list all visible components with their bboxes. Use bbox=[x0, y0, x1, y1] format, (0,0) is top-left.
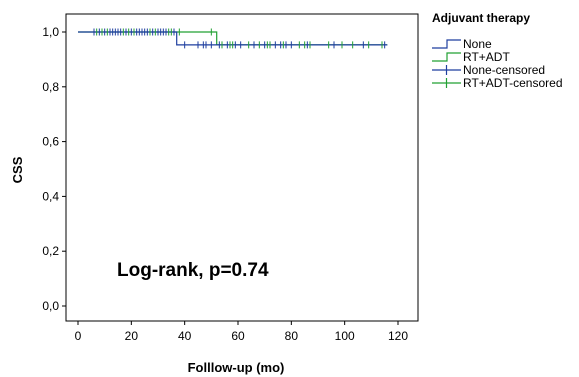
x-tick-label: 0 bbox=[75, 329, 82, 343]
y-tick-label: 0,2 bbox=[42, 244, 59, 258]
legend-label: RT+ADT-censored bbox=[463, 76, 563, 90]
legend-title: Adjuvant therapy bbox=[432, 11, 530, 25]
x-axis-title: Folllow-up (mo) bbox=[188, 360, 285, 375]
legend-entry-rt-adt: RT+ADT bbox=[432, 50, 510, 64]
y-tick-label: 0,8 bbox=[42, 80, 59, 94]
x-tick-label: 100 bbox=[335, 329, 355, 343]
x-axis: 0 20 40 60 80 100 120 bbox=[75, 321, 408, 343]
y-tick-label: 1,0 bbox=[42, 25, 59, 39]
legend-entry-none-censored: None-censored bbox=[432, 63, 545, 77]
y-axis: 0,0 0,2 0,4 0,6 0,8 1,0 bbox=[42, 25, 66, 313]
plot-frame bbox=[65, 13, 419, 322]
censor-marks bbox=[93, 28, 386, 49]
legend-swatch bbox=[432, 52, 461, 62]
legend-label: RT+ADT bbox=[463, 50, 510, 64]
x-tick-label: 60 bbox=[231, 329, 245, 343]
x-tick-label: 40 bbox=[178, 329, 192, 343]
y-tick-label: 0,6 bbox=[42, 135, 59, 149]
legend-entry-none: None bbox=[432, 37, 492, 51]
log-rank-annotation: Log-rank, p=0.74 bbox=[117, 260, 269, 281]
y-axis-title: CSS bbox=[10, 156, 25, 183]
x-tick-label: 20 bbox=[125, 329, 139, 343]
y-tick-label: 0,0 bbox=[42, 299, 59, 313]
curve-none bbox=[78, 31, 388, 46]
x-tick-label: 80 bbox=[285, 329, 299, 343]
legend-entry-rt-adt-censored: RT+ADT-censored bbox=[432, 76, 563, 90]
y-tick-label: 0,4 bbox=[42, 189, 59, 203]
legend-label: None-censored bbox=[463, 63, 545, 77]
x-tick-label: 120 bbox=[388, 329, 408, 343]
legend-swatch bbox=[432, 39, 461, 49]
legend-label: None bbox=[463, 37, 492, 51]
